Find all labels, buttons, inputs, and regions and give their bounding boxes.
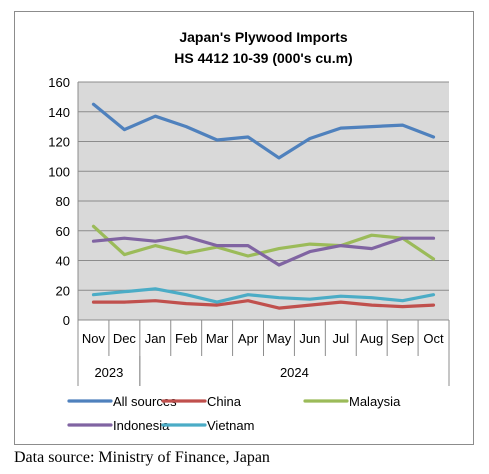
- x-tick-label: Jan: [145, 331, 166, 346]
- x-tick-label: Sep: [391, 331, 414, 346]
- x-tick-label: Nov: [82, 331, 106, 346]
- series-line-malaysia: [91, 224, 436, 261]
- x-tick-label: Dec: [113, 331, 137, 346]
- y-tick-label: 80: [56, 194, 70, 209]
- chart-title-line-1: Japan's Plywood Imports: [179, 29, 347, 45]
- x-tick-label: Jun: [299, 331, 320, 346]
- legend-label-vietnam: Vietnam: [207, 418, 254, 433]
- y-tick-label: 100: [48, 164, 70, 179]
- y-tick-label: 160: [48, 75, 70, 90]
- y-tick-label: 60: [56, 224, 70, 239]
- legend-label-indonesia: Indonesia: [113, 418, 170, 433]
- year-label: 2023: [94, 365, 123, 380]
- y-tick-label: 40: [56, 254, 70, 269]
- legend-label-all-sources: All sources: [113, 394, 177, 409]
- y-tick-label: 20: [56, 283, 70, 298]
- x-tick-label: Jul: [332, 331, 349, 346]
- series-line-vietnam: [91, 287, 436, 304]
- legend-label-malaysia: Malaysia: [349, 394, 401, 409]
- series-line-china: [91, 299, 436, 310]
- series-line-indonesia: [91, 235, 436, 267]
- x-tick-label: Oct: [423, 331, 444, 346]
- legend-label-china: China: [207, 394, 242, 409]
- x-tick-label: May: [267, 331, 292, 346]
- x-tick-label: Apr: [238, 331, 259, 346]
- x-tick-label: Feb: [175, 331, 197, 346]
- year-label: 2024: [280, 365, 309, 380]
- y-tick-label: 120: [48, 135, 70, 150]
- y-tick-label: 0: [63, 313, 70, 328]
- x-tick-label: Mar: [206, 331, 229, 346]
- chart-title-line-2: HS 4412 10-39 (000's cu.m): [174, 50, 352, 66]
- y-tick-label: 140: [48, 105, 70, 120]
- series-line-all-sources: [91, 102, 436, 160]
- x-tick-label: Aug: [360, 331, 383, 346]
- line-chart: Japan's Plywood Imports HS 4412 10-39 (00…: [48, 29, 450, 433]
- data-source-note: Data source: Ministry of Finance, Japan: [14, 449, 270, 466]
- chart-area: Japan's Plywood Imports HS 4412 10-39 (00…: [14, 11, 474, 445]
